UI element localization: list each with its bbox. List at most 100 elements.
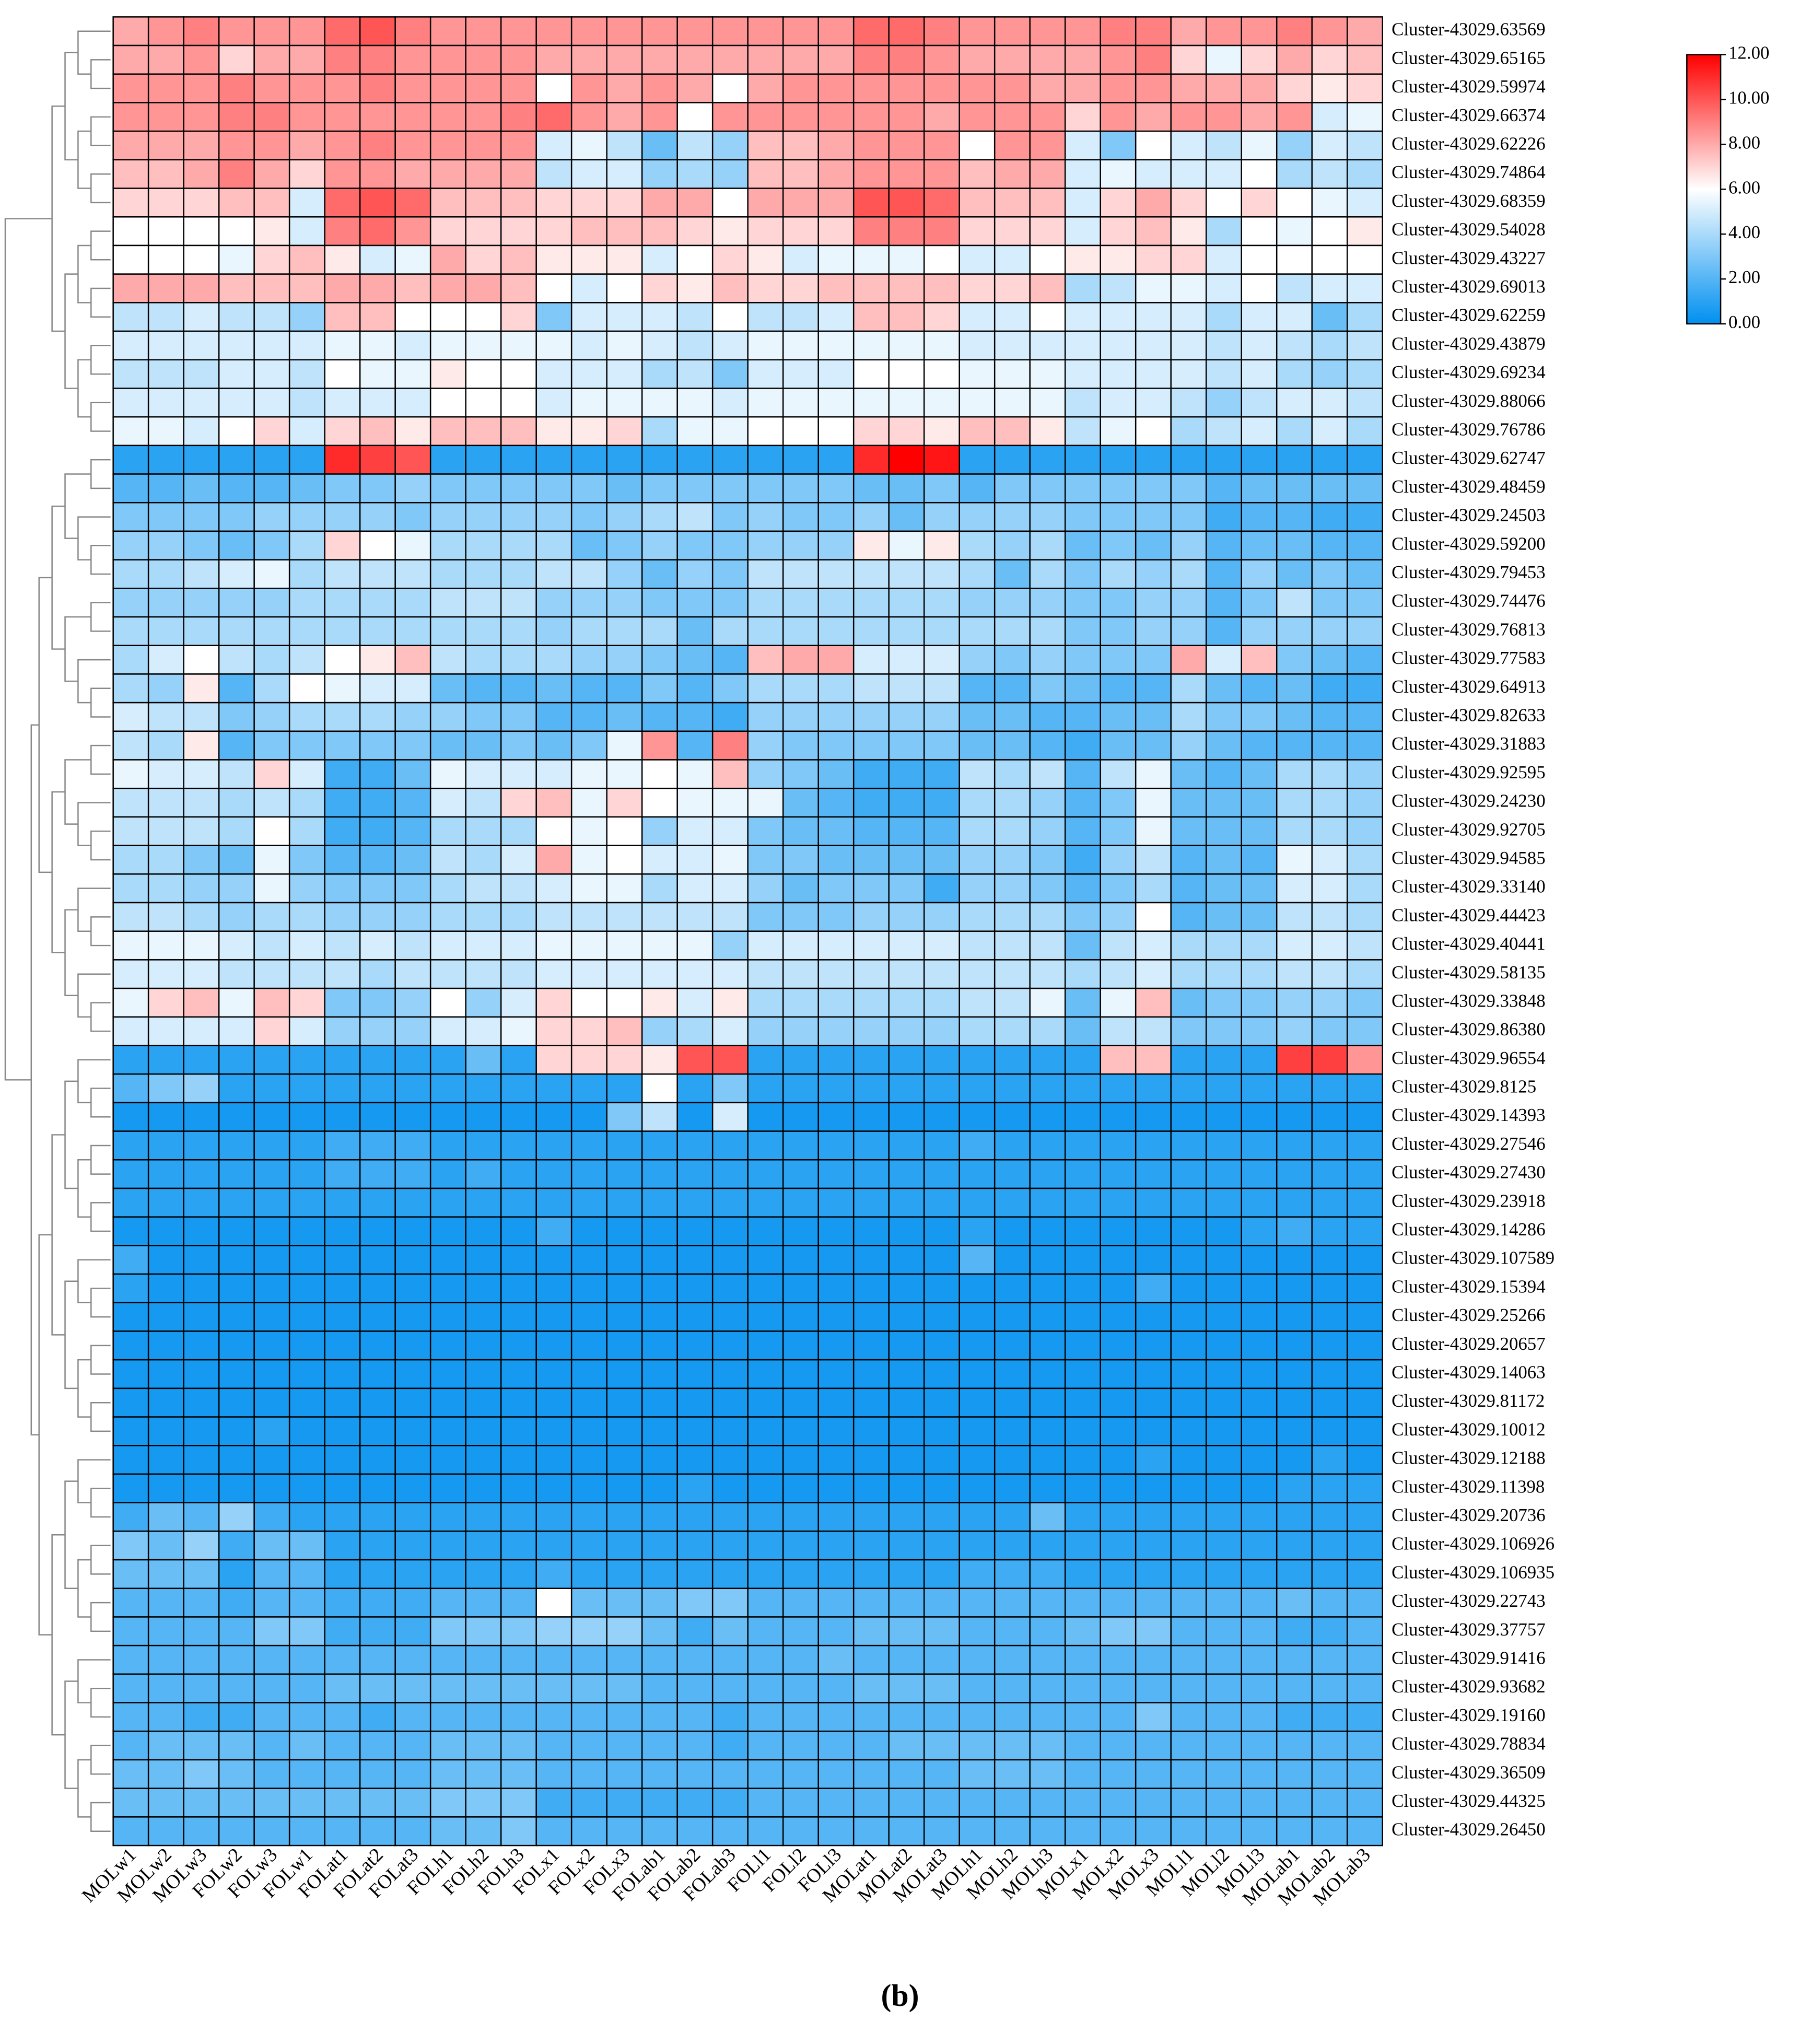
heatmap-cell bbox=[1029, 1502, 1066, 1532]
heatmap-cell bbox=[888, 445, 925, 475]
heatmap-cell bbox=[711, 1788, 749, 1818]
heatmap-cell bbox=[1029, 730, 1066, 761]
heatmap-cell bbox=[817, 530, 855, 560]
heatmap-cell bbox=[747, 1473, 784, 1503]
heatmap-cell bbox=[570, 959, 607, 989]
heatmap-cell bbox=[676, 1587, 714, 1618]
heatmap-cell bbox=[817, 1330, 855, 1361]
heatmap-cell bbox=[359, 1273, 396, 1304]
heatmap-cell bbox=[782, 1502, 819, 1532]
heatmap-cell bbox=[676, 473, 714, 504]
heatmap-cell bbox=[1241, 1302, 1278, 1332]
heatmap-cell bbox=[782, 388, 819, 418]
heatmap-cell bbox=[782, 673, 819, 704]
heatmap-cell bbox=[1064, 1302, 1101, 1332]
heatmap-cell bbox=[288, 1216, 325, 1246]
heatmap-cell bbox=[676, 1187, 714, 1218]
heatmap-cell bbox=[1311, 873, 1348, 904]
heatmap-cell bbox=[676, 44, 714, 75]
heatmap-cell bbox=[394, 645, 431, 675]
heatmap-cell bbox=[288, 1559, 325, 1590]
heatmap-cell bbox=[324, 930, 361, 961]
heatmap-cell bbox=[324, 1187, 361, 1218]
heatmap-cell bbox=[288, 501, 325, 532]
row-label: Cluster-43029.19160 bbox=[1392, 1705, 1546, 1725]
heatmap-cell bbox=[817, 416, 855, 447]
heatmap-cell bbox=[1029, 244, 1066, 275]
heatmap-cell bbox=[570, 330, 607, 360]
heatmap-cell bbox=[747, 759, 784, 789]
heatmap-cell bbox=[1170, 1387, 1207, 1418]
heatmap-cell bbox=[253, 759, 290, 789]
heatmap-cell bbox=[112, 1073, 149, 1104]
heatmap-cell bbox=[147, 1416, 184, 1446]
heatmap-cell bbox=[1241, 302, 1278, 332]
heatmap-cell bbox=[747, 16, 784, 46]
heatmap-cell bbox=[676, 159, 714, 189]
heatmap-cell bbox=[359, 1416, 396, 1446]
heatmap-cell bbox=[218, 616, 255, 646]
heatmap-cell bbox=[324, 1302, 361, 1332]
heatmap-cell bbox=[112, 1359, 149, 1389]
heatmap-cell bbox=[147, 845, 184, 875]
heatmap-cell bbox=[1311, 188, 1348, 218]
heatmap-cell bbox=[817, 102, 855, 132]
heatmap-cell bbox=[888, 501, 925, 532]
heatmap-cell bbox=[606, 302, 643, 332]
heatmap-cell bbox=[288, 759, 325, 789]
heatmap-cell bbox=[711, 159, 749, 189]
heatmap-cell bbox=[1311, 102, 1348, 132]
heatmap-cell bbox=[570, 273, 607, 303]
heatmap-cell bbox=[394, 902, 431, 932]
heatmap-cell bbox=[1135, 159, 1172, 189]
heatmap-cell bbox=[394, 130, 431, 161]
heatmap-cell bbox=[1205, 73, 1242, 103]
heatmap-cell bbox=[359, 759, 396, 789]
heatmap-cell bbox=[324, 1130, 361, 1161]
heatmap-cell bbox=[1100, 445, 1137, 475]
heatmap-cell bbox=[606, 1073, 643, 1104]
heatmap-cell bbox=[1029, 1473, 1066, 1503]
heatmap-cell bbox=[641, 1759, 678, 1789]
heatmap-cell bbox=[606, 102, 643, 132]
row-label: Cluster-43029.92705 bbox=[1392, 819, 1546, 839]
heatmap-cell bbox=[253, 445, 290, 475]
heatmap-cell bbox=[1346, 930, 1383, 961]
heatmap-cell bbox=[1064, 1702, 1101, 1732]
heatmap-cell bbox=[923, 530, 960, 560]
heatmap-cell bbox=[112, 273, 149, 303]
heatmap-cell bbox=[817, 302, 855, 332]
heatmap-cell bbox=[959, 1102, 996, 1132]
heatmap-cell bbox=[394, 1159, 431, 1189]
row-label: Cluster-43029.10012 bbox=[1392, 1419, 1546, 1440]
heatmap-cell bbox=[465, 130, 502, 161]
heatmap-cell bbox=[1100, 1587, 1137, 1618]
heatmap-cell bbox=[676, 273, 714, 303]
heatmap-cell bbox=[817, 1387, 855, 1418]
heatmap-cell bbox=[1135, 616, 1172, 646]
heatmap-cell bbox=[888, 244, 925, 275]
heatmap-cell bbox=[147, 588, 184, 618]
heatmap-cell bbox=[888, 102, 925, 132]
heatmap-cell bbox=[1100, 1445, 1137, 1475]
heatmap-cell bbox=[253, 188, 290, 218]
heatmap-cell bbox=[711, 787, 749, 818]
heatmap-cell bbox=[183, 1245, 220, 1275]
heatmap-cell bbox=[1346, 959, 1383, 989]
heatmap-cell bbox=[1205, 1502, 1242, 1532]
heatmap-cell bbox=[888, 930, 925, 961]
heatmap-cell bbox=[1064, 1330, 1101, 1361]
row-label: Cluster-43029.77583 bbox=[1392, 648, 1546, 668]
heatmap-cell bbox=[147, 1816, 184, 1847]
heatmap-cell bbox=[535, 1073, 572, 1104]
heatmap-cell bbox=[993, 1016, 1031, 1046]
heatmap-cell bbox=[641, 530, 678, 560]
heatmap-cell bbox=[429, 1130, 466, 1161]
heatmap-cell bbox=[1241, 1616, 1278, 1646]
heatmap-cell bbox=[324, 445, 361, 475]
heatmap-cell bbox=[1135, 1016, 1172, 1046]
heatmap-cell bbox=[465, 816, 502, 846]
row-label: Cluster-43029.58135 bbox=[1392, 962, 1546, 983]
heatmap-cell bbox=[1276, 1302, 1313, 1332]
heatmap-cell bbox=[1064, 1245, 1101, 1275]
